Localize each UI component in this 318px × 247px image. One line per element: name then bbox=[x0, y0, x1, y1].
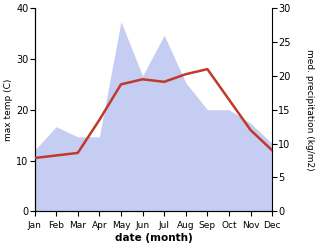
Y-axis label: max temp (C): max temp (C) bbox=[4, 79, 13, 141]
Y-axis label: med. precipitation (kg/m2): med. precipitation (kg/m2) bbox=[305, 49, 314, 171]
X-axis label: date (month): date (month) bbox=[114, 233, 192, 243]
